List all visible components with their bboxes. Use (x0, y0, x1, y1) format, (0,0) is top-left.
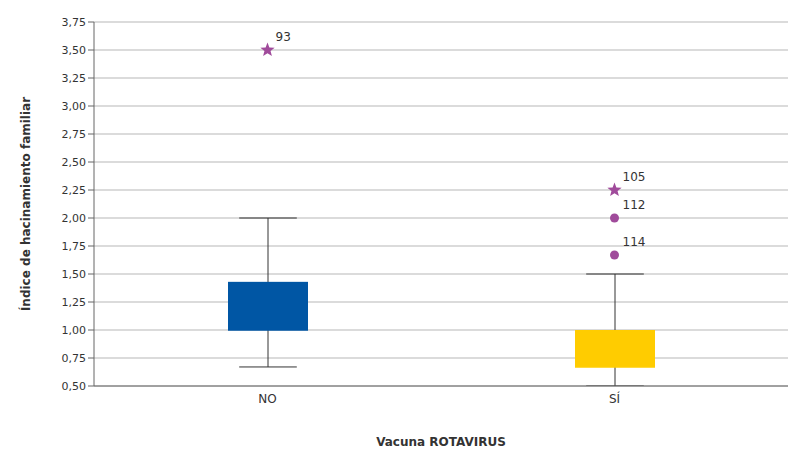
svg-text:1,25: 1,25 (62, 296, 87, 309)
svg-text:0,50: 0,50 (62, 380, 87, 393)
svg-text:112: 112 (623, 198, 646, 212)
svg-text:105: 105 (623, 170, 646, 184)
svg-text:3,50: 3,50 (62, 44, 87, 57)
svg-text:1,75: 1,75 (62, 240, 87, 253)
svg-text:2,75: 2,75 (62, 128, 87, 141)
svg-text:2,50: 2,50 (62, 156, 87, 169)
svg-text:1,00: 1,00 (62, 324, 87, 337)
svg-text:Índice de hacinamiento familia: Índice de hacinamiento familiar (18, 97, 33, 311)
svg-text:3,25: 3,25 (62, 72, 87, 85)
svg-text:93: 93 (276, 30, 291, 44)
svg-text:2,00: 2,00 (62, 212, 87, 225)
svg-text:0,75: 0,75 (62, 352, 87, 365)
svg-text:Vacuna ROTAVIRUS: Vacuna ROTAVIRUS (376, 435, 506, 449)
svg-text:114: 114 (623, 235, 646, 249)
svg-text:2,25: 2,25 (62, 184, 87, 197)
svg-text:1,50: 1,50 (62, 268, 87, 281)
svg-text:NO: NO (258, 392, 276, 406)
svg-text:SÍ: SÍ (609, 391, 621, 406)
svg-text:3,00: 3,00 (62, 100, 87, 113)
svg-text:3,75: 3,75 (62, 16, 87, 29)
